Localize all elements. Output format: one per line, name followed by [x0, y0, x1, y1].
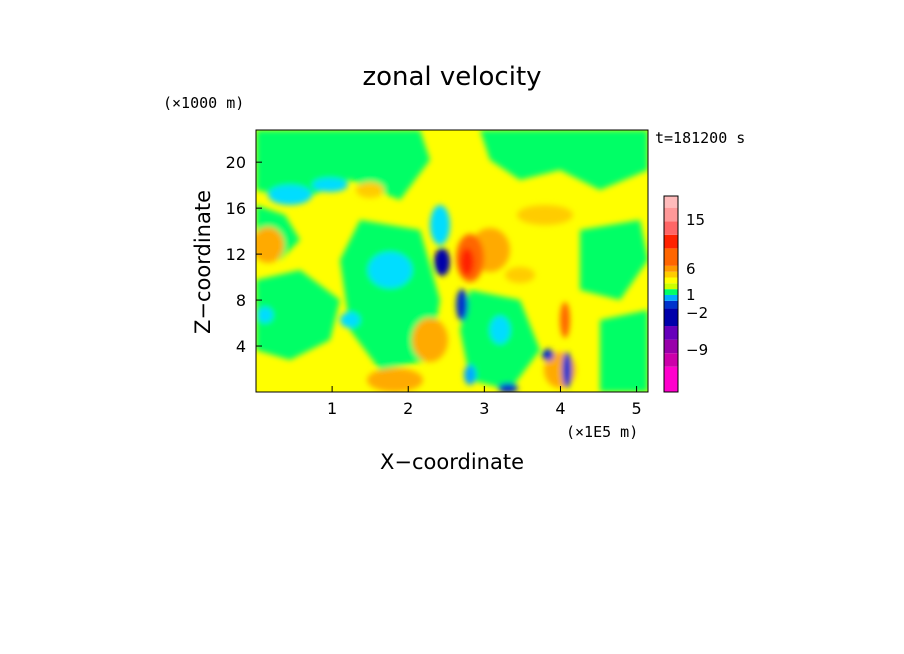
colorbar-swatch — [664, 207, 678, 222]
colorbar-label-1: 1 — [686, 286, 696, 304]
colorbar-swatch — [664, 366, 678, 392]
y-tick-label: 4 — [236, 337, 246, 356]
colorbar-swatch — [664, 289, 678, 295]
time-label: t=181200 s — [655, 129, 745, 147]
y-tick-label: 16 — [226, 199, 246, 218]
y-tick-label: 8 — [236, 291, 246, 310]
x-tick-label: 1 — [327, 399, 337, 418]
colorbar-swatch — [664, 283, 678, 290]
y-tick-label: 20 — [226, 153, 246, 172]
colorbar-swatch — [664, 196, 678, 208]
colorbar-swatch — [664, 300, 678, 309]
colorbar-swatch — [664, 271, 678, 278]
x-tick-label: 3 — [479, 399, 489, 418]
colorbar-swatch — [664, 326, 678, 340]
colorbar-swatch — [664, 265, 678, 272]
colorbar-labels: 15 6 1 −2 −9 — [686, 211, 708, 359]
x-axis-label: X−coordinate — [380, 450, 524, 474]
chart-title: zonal velocity — [362, 62, 541, 92]
colorbar-swatch — [664, 294, 678, 301]
y-tick-label: 12 — [226, 245, 246, 264]
x-tick-label: 4 — [555, 399, 565, 418]
x-tick-label: 5 — [631, 399, 641, 418]
colorbar-swatch — [664, 353, 678, 367]
colorbar-swatch — [664, 248, 678, 266]
colorbar-label-minus9: −9 — [686, 341, 708, 359]
colorbar-swatch — [664, 339, 678, 354]
colorbar-label-6: 6 — [686, 260, 696, 278]
colorbar-label-15: 15 — [686, 211, 705, 229]
colorbar-swatch — [664, 221, 678, 235]
x-axis: 1 2 3 4 5 — [327, 386, 642, 418]
plot-frame — [255, 129, 649, 393]
y-unit-label: (×1000 m) — [163, 94, 244, 112]
field-plot — [256, 130, 648, 392]
y-axis-label: Z−coordinate — [191, 190, 215, 334]
x-unit-label: (×1E5 m) — [566, 423, 638, 441]
colorbar-swatch — [664, 308, 678, 327]
colorbar-label-minus2: −2 — [686, 304, 708, 322]
colorbar — [663, 195, 679, 393]
colorbar-frame — [663, 195, 679, 393]
colorbar-swatch — [664, 234, 678, 249]
colorbar-swatch — [664, 277, 678, 284]
y-axis: 4 8 12 16 20 — [226, 153, 262, 356]
x-tick-label: 2 — [403, 399, 413, 418]
